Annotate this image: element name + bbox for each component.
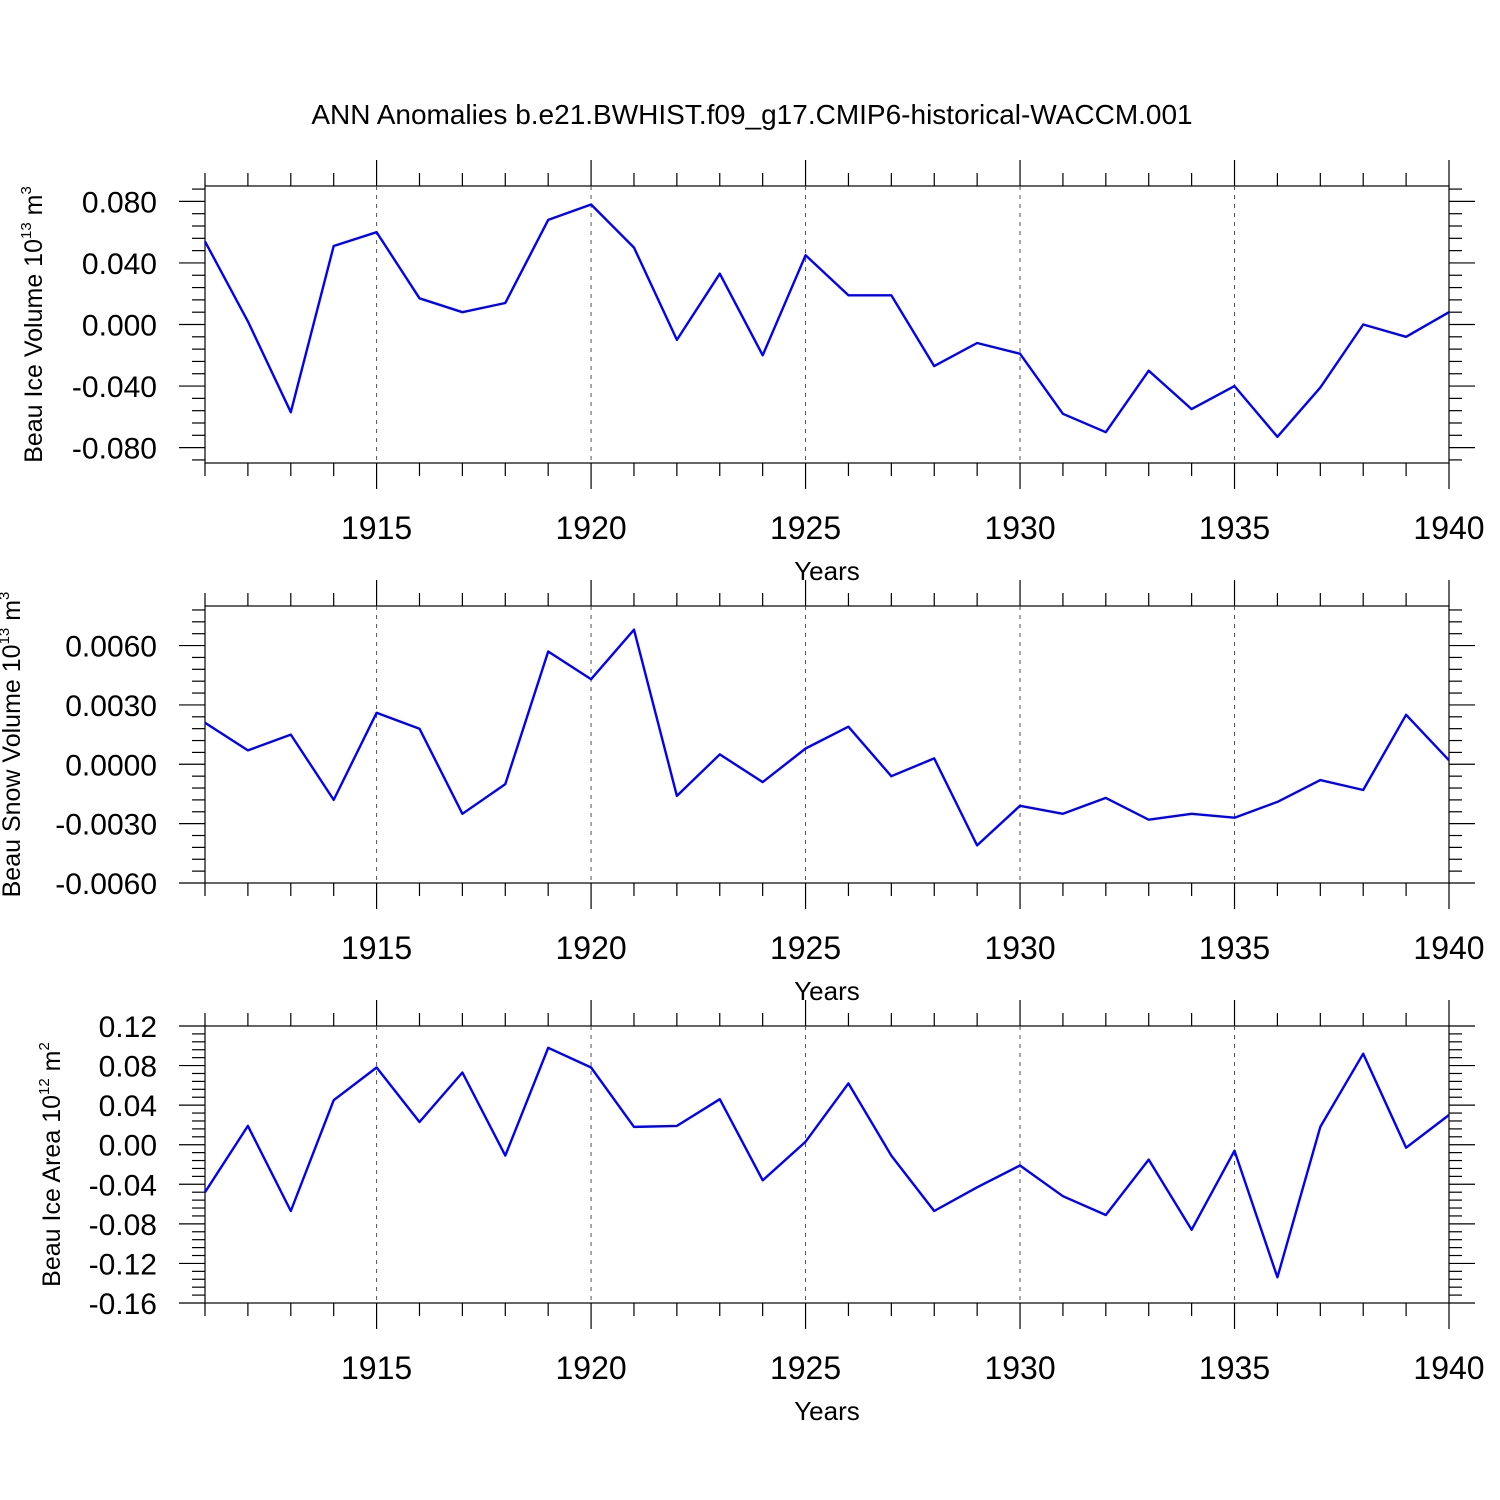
plot-frame <box>204 1025 1450 1304</box>
x-tick-label: 1940 <box>1413 930 1484 966</box>
x-tick-label: 1920 <box>555 510 626 546</box>
x-tick-label: 1935 <box>1199 930 1270 966</box>
x-tick-label: 1935 <box>1199 510 1270 546</box>
x-tick-label: 1915 <box>341 1350 412 1386</box>
x-tick-label: 1940 <box>1413 1350 1484 1386</box>
x-tick-label: 1925 <box>770 930 841 966</box>
y-tick-label: 0.040 <box>82 248 157 281</box>
y-tick-label: -0.16 <box>89 1288 157 1321</box>
y-tick-label: -0.0030 <box>55 809 157 842</box>
data-series-line <box>204 628 1450 847</box>
y-tick-label: 0.12 <box>99 1011 157 1044</box>
x-axis-label: Years <box>794 1396 860 1426</box>
y-tick-label: -0.12 <box>89 1248 157 1281</box>
panel-2: 1915 1920 1925 1930 1935 1940 0.0060 0.0030 0.00… <box>0 580 1485 1006</box>
y-tick-label: 0.04 <box>99 1090 157 1123</box>
y-tick-label: 0.0030 <box>65 690 157 723</box>
x-axis-label: Years <box>794 556 860 586</box>
x-tick-label: 1920 <box>555 1350 626 1386</box>
x-tick-label: 1925 <box>770 510 841 546</box>
x-tick-label: 1915 <box>341 510 412 546</box>
y-tick-label: 0.0060 <box>65 631 157 664</box>
x-tick-label: 1920 <box>555 930 626 966</box>
x-tick-label: 1915 <box>341 930 412 966</box>
data-series-line <box>203 203 1450 438</box>
x-axis-label: Years <box>794 976 860 1006</box>
plot-frame <box>204 605 1450 884</box>
y-tick-label: -0.04 <box>89 1169 157 1202</box>
y-axis-label: Beau Snow Volume 1013 m3 <box>0 592 26 898</box>
y-tick-label: 0.08 <box>99 1051 157 1084</box>
y-tick-label: 0.080 <box>82 186 157 219</box>
y-tick-label: 0.0000 <box>65 749 157 782</box>
plot-frame <box>204 185 1450 464</box>
x-tick-label: 1930 <box>984 930 1055 966</box>
y-tick-label: -0.040 <box>72 371 157 404</box>
x-tick-label: 1940 <box>1413 510 1484 546</box>
x-tick-label: 1935 <box>1199 1350 1270 1386</box>
y-tick-label: -0.08 <box>89 1209 157 1242</box>
y-tick-label: -0.080 <box>72 433 157 466</box>
y-axis-label: Beau Ice Volume 1013 m3 <box>18 186 48 463</box>
y-tick-label: 0.000 <box>82 310 157 343</box>
data-series-line <box>203 1046 1450 1279</box>
y-tick-label: 0.00 <box>99 1130 157 1163</box>
chart-title: ANN Anomalies b.e21.BWHIST.f09_g17.CMIP6… <box>311 99 1192 130</box>
x-tick-label: 1930 <box>984 510 1055 546</box>
y-tick-label: -0.0060 <box>55 868 157 901</box>
x-tick-label: 1925 <box>770 1350 841 1386</box>
x-tick-label: 1930 <box>984 1350 1055 1386</box>
panel-1: 1915 1920 1925 1930 1935 1940 0.080 0.040 0.000 -… <box>18 160 1485 586</box>
y-axis-label: Beau Ice Area 1012 m2 <box>36 1042 66 1287</box>
panel-3: 1915 1920 1925 1930 1935 1940 0.12 0.08 0.04 0.00… <box>36 1000 1485 1426</box>
